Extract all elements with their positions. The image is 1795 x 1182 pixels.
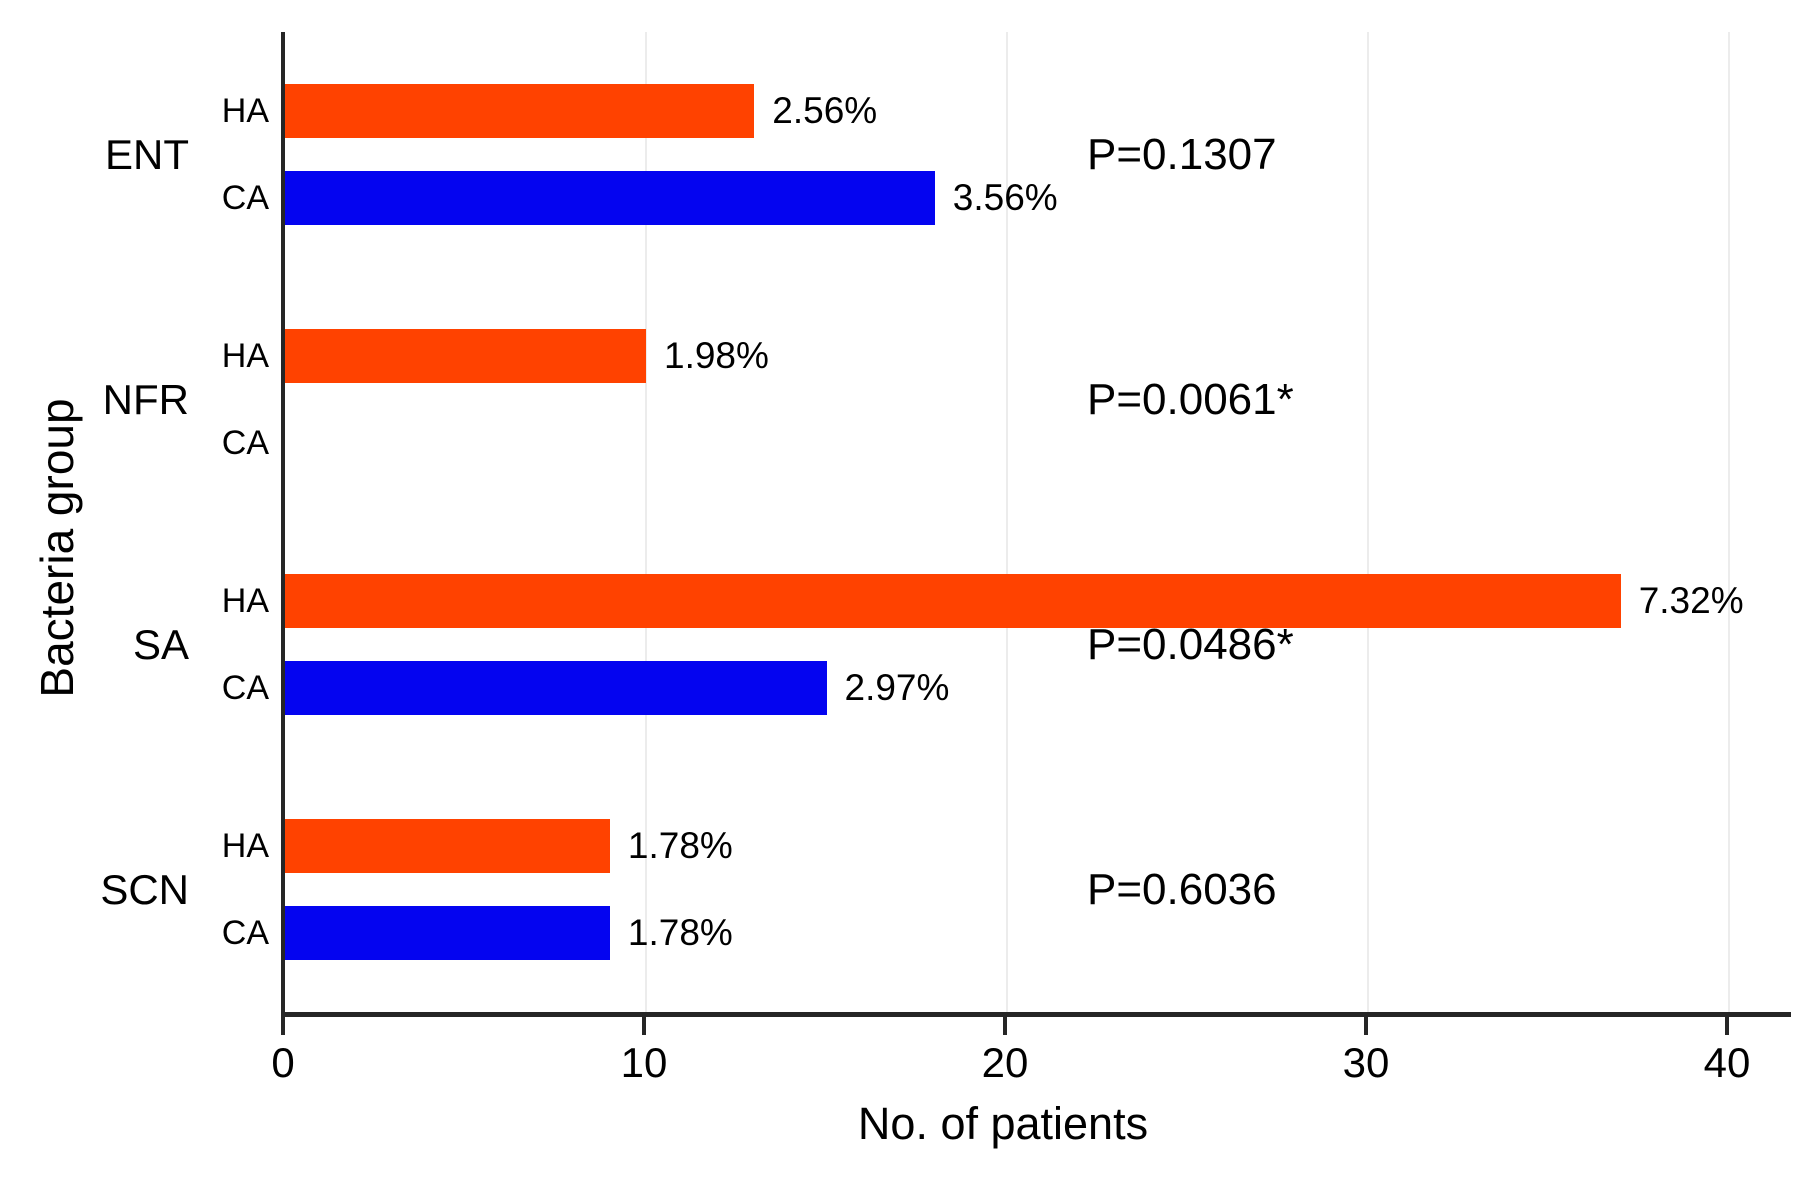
p-value-ent: P=0.1307 xyxy=(1087,129,1277,179)
bar-value-label-sa-ha: 7.32% xyxy=(1638,580,1744,621)
x-tick-mark-30 xyxy=(1364,1017,1368,1035)
bar-track: 1.78% xyxy=(285,906,1729,960)
bar-value-label-scn-ha: 1.78% xyxy=(627,825,733,866)
gridline-30 xyxy=(1367,32,1369,1012)
p-value-scn: P=0.6036 xyxy=(1087,864,1277,914)
bar-row-sa-ha: HA 7.32% xyxy=(222,574,1791,628)
p-value-nfr: P=0.0061* xyxy=(1087,374,1294,424)
bar-row-nfr-ca: CA xyxy=(222,416,1791,470)
x-axis-ticks: 0 10 20 30 40 xyxy=(271,1017,1750,1097)
x-axis-title: No. of patients xyxy=(857,1098,1149,1149)
bar-track: 7.32% xyxy=(285,574,1744,628)
bar-row-scn-ha: HA 1.78% xyxy=(222,819,1791,873)
gridline-40 xyxy=(1728,32,1730,1012)
bar-row-ent-ca: CA 3.56% xyxy=(222,171,1791,225)
x-tick-mark-40 xyxy=(1725,1017,1729,1035)
bar-value-label-ent-ca: 3.56% xyxy=(952,177,1058,218)
p-value-sa: P=0.0486* xyxy=(1087,619,1294,669)
row-label-ha: HA xyxy=(221,91,269,130)
bar-value-label-scn-ca: 1.78% xyxy=(627,912,733,953)
bar-ent-ca xyxy=(285,171,935,225)
row-label-ca: CA xyxy=(221,423,269,462)
plot-area: ENT HA 2.56% CA 3.56% P=0.1307 NFR xyxy=(100,32,1791,1017)
bar-value-label-nfr-ha: 1.98% xyxy=(664,335,769,376)
bar-row-ent-ha: HA 2.56% xyxy=(222,84,1791,138)
group-label-nfr: NFR xyxy=(102,375,189,423)
row-label-ha: HA xyxy=(221,826,269,865)
gridlines xyxy=(285,32,1730,1012)
bar-ent-ha xyxy=(285,84,755,138)
gridline-20 xyxy=(1006,32,1008,1012)
bar-scn-ha xyxy=(285,819,610,873)
bacteria-group-scn: SCN HA 1.78% CA 1.78% P=0.6036 xyxy=(100,767,1791,1012)
bar-track: 2.97% xyxy=(285,661,1729,715)
row-label-ca: CA xyxy=(221,178,269,217)
x-tick-label-10: 10 xyxy=(620,1039,668,1086)
row-label-ca: CA xyxy=(221,668,269,707)
x-tick-mark-0 xyxy=(281,1017,285,1035)
x-tick-label-40: 40 xyxy=(1703,1039,1751,1086)
bacteria-group-nfr: NFR HA 1.98% CA P=0.0061* xyxy=(103,277,1791,522)
bar-row-sa-ca: CA 2.97% xyxy=(222,661,1791,715)
bar-track: 1.98% xyxy=(285,329,1729,383)
bar-value-label-ent-ha: 2.56% xyxy=(772,90,878,131)
bar-nfr-ha xyxy=(285,329,646,383)
bar-value-label-sa-ca: 2.97% xyxy=(844,667,950,708)
group-label-scn: SCN xyxy=(100,865,189,913)
bar-track: 2.56% xyxy=(285,84,1729,138)
bar-scn-ca xyxy=(285,906,610,960)
bar-row-nfr-ha: HA 1.98% xyxy=(222,329,1791,383)
bar-sa-ha xyxy=(285,574,1621,628)
group-label-sa: SA xyxy=(132,620,189,668)
x-tick-label-20: 20 xyxy=(981,1039,1029,1086)
bar-sa-ca xyxy=(285,661,827,715)
y-axis-title: Bacteria group xyxy=(31,398,83,698)
bar-track: 3.56% xyxy=(285,171,1729,225)
x-tick-label-30: 30 xyxy=(1342,1039,1390,1086)
group-label-ent: ENT xyxy=(105,130,189,178)
bacteria-group-sa: SA HA 7.32% CA 2.97% P=0.0486* xyxy=(133,522,1791,767)
x-tick-mark-10 xyxy=(642,1017,646,1035)
x-tick-mark-20 xyxy=(1003,1017,1007,1035)
x-tick-label-0: 0 xyxy=(271,1039,295,1086)
gridline-10 xyxy=(645,32,647,1012)
bar-track: 1.78% xyxy=(285,819,1729,873)
row-label-ha: HA xyxy=(221,336,269,375)
row-label-ha: HA xyxy=(221,581,269,620)
bacteria-group-ent: ENT HA 2.56% CA 3.56% P=0.1307 xyxy=(105,32,1791,277)
bar-track xyxy=(285,416,1729,470)
row-label-ca: CA xyxy=(221,913,269,952)
bar-row-scn-ca: CA 1.78% xyxy=(222,906,1791,960)
